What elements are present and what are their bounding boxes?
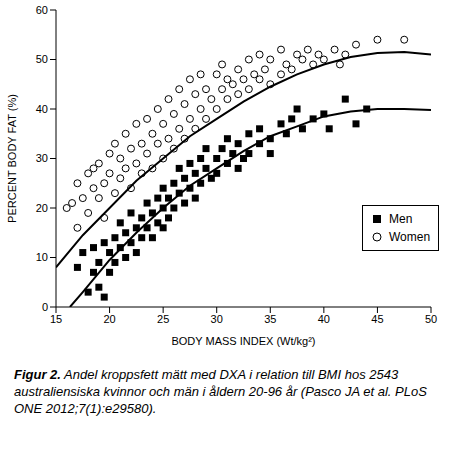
svg-text:BODY MASS INDEX (Wt/kg²): BODY MASS INDEX (Wt/kg²) <box>171 335 315 347</box>
svg-text:50: 50 <box>36 53 48 65</box>
svg-text:50: 50 <box>425 313 437 325</box>
svg-text:0: 0 <box>42 301 48 313</box>
html-text:Figur 2. Andel kroppsfett mätt: Figur 2. Andel kroppsfett mätt med DXA i… <box>14 367 427 416</box>
svg-text:15: 15 <box>50 313 62 325</box>
svg-text:30: 30 <box>36 152 48 164</box>
svg-text:40: 40 <box>36 103 48 115</box>
svg-text:35: 35 <box>264 313 276 325</box>
html-text:Men: Men <box>389 212 413 226</box>
svg-text:10: 10 <box>36 251 48 263</box>
svg-text:PERCENT BODY FAT (%): PERCENT BODY FAT (%) <box>8 94 18 223</box>
svg-text:45: 45 <box>371 313 383 325</box>
svg-text:40: 40 <box>318 313 330 325</box>
svg-text:20: 20 <box>36 202 48 214</box>
html-text:Women: Women <box>389 230 431 244</box>
svg-text:25: 25 <box>157 313 169 325</box>
svg-text:60: 60 <box>36 4 48 16</box>
svg-text:20: 20 <box>103 313 115 325</box>
svg-text:30: 30 <box>211 313 223 325</box>
